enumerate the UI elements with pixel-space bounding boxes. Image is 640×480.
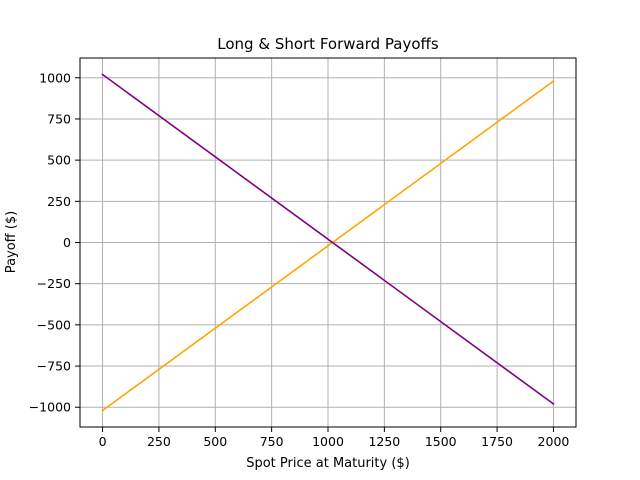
y-tick-label: 750 bbox=[47, 111, 71, 126]
y-tick-label: −250 bbox=[37, 276, 71, 291]
x-tick-label: 250 bbox=[147, 434, 171, 449]
y-axis-label: Payoff ($) bbox=[4, 211, 19, 273]
y-tick-label: 0 bbox=[63, 235, 71, 250]
y-tick-label: 250 bbox=[47, 194, 71, 209]
short-forward-payoff-line bbox=[101, 73, 555, 406]
x-tick-label: 2000 bbox=[538, 434, 570, 449]
y-tick-label: −500 bbox=[37, 317, 71, 332]
y-tick-label: 500 bbox=[47, 153, 71, 168]
long-forward-payoff-line bbox=[101, 79, 555, 412]
y-tick-label: −750 bbox=[37, 359, 71, 374]
x-tick-label: 500 bbox=[203, 434, 227, 449]
x-tick-label: 750 bbox=[260, 434, 284, 449]
y-tick-label: −1000 bbox=[29, 400, 71, 415]
x-tick-label: 1500 bbox=[425, 434, 457, 449]
x-tick-label: 1000 bbox=[312, 434, 344, 449]
x-axis: 0 250 500 750 1000 1250 1500 1750 2000 bbox=[99, 427, 570, 449]
chart-title: Long & Short Forward Payoffs bbox=[217, 35, 439, 53]
x-tick-label: 1750 bbox=[481, 434, 513, 449]
series-layer bbox=[101, 73, 555, 412]
x-tick-label: 1250 bbox=[368, 434, 400, 449]
x-tick-label: 0 bbox=[99, 434, 107, 449]
grid-lines bbox=[80, 58, 576, 427]
x-axis-label: Spot Price at Maturity ($) bbox=[246, 456, 410, 471]
y-tick-label: 1000 bbox=[39, 70, 71, 85]
y-axis: −1000 −750 −500 −250 0 250 500 750 1000 bbox=[29, 70, 80, 415]
